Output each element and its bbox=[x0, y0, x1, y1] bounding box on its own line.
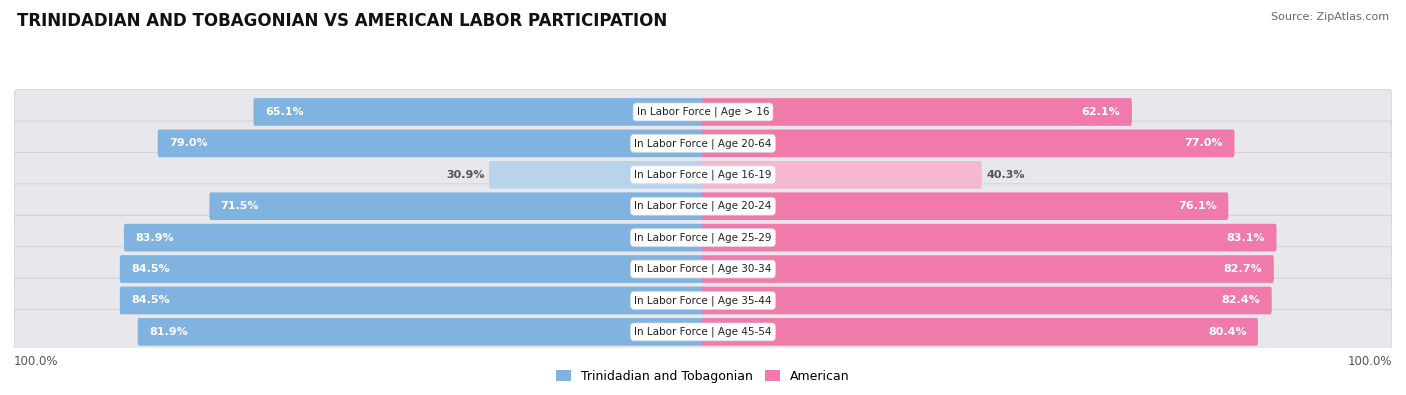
FancyBboxPatch shape bbox=[702, 98, 1132, 126]
Text: 30.9%: 30.9% bbox=[446, 170, 485, 180]
FancyBboxPatch shape bbox=[120, 287, 704, 314]
FancyBboxPatch shape bbox=[209, 192, 704, 220]
FancyBboxPatch shape bbox=[702, 318, 1258, 346]
FancyBboxPatch shape bbox=[120, 255, 704, 283]
FancyBboxPatch shape bbox=[253, 98, 704, 126]
FancyBboxPatch shape bbox=[489, 161, 704, 189]
Text: In Labor Force | Age 30-34: In Labor Force | Age 30-34 bbox=[634, 264, 772, 274]
Text: 76.1%: 76.1% bbox=[1178, 201, 1218, 211]
Text: 84.5%: 84.5% bbox=[131, 295, 170, 305]
FancyBboxPatch shape bbox=[702, 192, 1229, 220]
Text: In Labor Force | Age 35-44: In Labor Force | Age 35-44 bbox=[634, 295, 772, 306]
Text: In Labor Force | Age 16-19: In Labor Force | Age 16-19 bbox=[634, 169, 772, 180]
Text: In Labor Force | Age 20-24: In Labor Force | Age 20-24 bbox=[634, 201, 772, 211]
FancyBboxPatch shape bbox=[702, 224, 1277, 252]
FancyBboxPatch shape bbox=[157, 130, 704, 157]
Text: 79.0%: 79.0% bbox=[169, 138, 208, 149]
FancyBboxPatch shape bbox=[14, 121, 1392, 166]
Text: 84.5%: 84.5% bbox=[131, 264, 170, 274]
Text: Source: ZipAtlas.com: Source: ZipAtlas.com bbox=[1271, 12, 1389, 22]
FancyBboxPatch shape bbox=[14, 90, 1392, 134]
FancyBboxPatch shape bbox=[138, 318, 704, 346]
FancyBboxPatch shape bbox=[702, 161, 981, 189]
Text: 80.4%: 80.4% bbox=[1208, 327, 1247, 337]
Text: 83.1%: 83.1% bbox=[1226, 233, 1265, 243]
Text: 40.3%: 40.3% bbox=[986, 170, 1025, 180]
FancyBboxPatch shape bbox=[14, 152, 1392, 197]
FancyBboxPatch shape bbox=[14, 310, 1392, 354]
Text: 77.0%: 77.0% bbox=[1185, 138, 1223, 149]
Text: 62.1%: 62.1% bbox=[1081, 107, 1121, 117]
FancyBboxPatch shape bbox=[14, 247, 1392, 292]
Text: 82.7%: 82.7% bbox=[1223, 264, 1263, 274]
FancyBboxPatch shape bbox=[14, 215, 1392, 260]
Legend: Trinidadian and Tobagonian, American: Trinidadian and Tobagonian, American bbox=[555, 370, 851, 383]
FancyBboxPatch shape bbox=[14, 278, 1392, 323]
Text: 100.0%: 100.0% bbox=[1347, 355, 1392, 367]
Text: 71.5%: 71.5% bbox=[221, 201, 259, 211]
Text: In Labor Force | Age 45-54: In Labor Force | Age 45-54 bbox=[634, 327, 772, 337]
Text: 65.1%: 65.1% bbox=[264, 107, 304, 117]
Text: TRINIDADIAN AND TOBAGONIAN VS AMERICAN LABOR PARTICIPATION: TRINIDADIAN AND TOBAGONIAN VS AMERICAN L… bbox=[17, 12, 666, 30]
FancyBboxPatch shape bbox=[702, 287, 1271, 314]
Text: In Labor Force | Age > 16: In Labor Force | Age > 16 bbox=[637, 107, 769, 117]
FancyBboxPatch shape bbox=[702, 255, 1274, 283]
FancyBboxPatch shape bbox=[124, 224, 704, 252]
Text: 81.9%: 81.9% bbox=[149, 327, 188, 337]
FancyBboxPatch shape bbox=[702, 130, 1234, 157]
Text: In Labor Force | Age 25-29: In Labor Force | Age 25-29 bbox=[634, 232, 772, 243]
Text: In Labor Force | Age 20-64: In Labor Force | Age 20-64 bbox=[634, 138, 772, 149]
Text: 100.0%: 100.0% bbox=[14, 355, 59, 367]
Text: 83.9%: 83.9% bbox=[135, 233, 174, 243]
Text: 82.4%: 82.4% bbox=[1222, 295, 1260, 305]
FancyBboxPatch shape bbox=[14, 184, 1392, 229]
